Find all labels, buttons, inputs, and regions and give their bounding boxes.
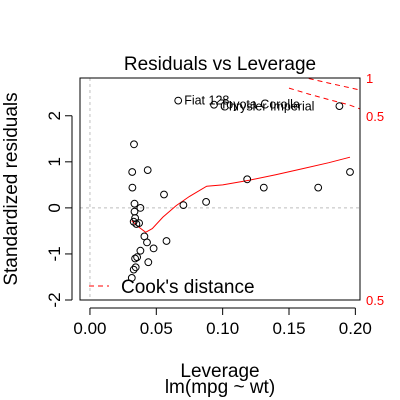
data-point	[143, 238, 151, 247]
y-tick-label: 2	[45, 111, 64, 120]
cooks-level-label: 0.5	[366, 293, 384, 308]
legend: Cook's distance	[89, 277, 255, 298]
data-point	[160, 190, 168, 199]
data-point	[202, 198, 211, 206]
x-axis: 0.00 0.05 0.10 0.15 0.20	[73, 307, 372, 338]
x-tick-label: 0.00	[73, 319, 106, 338]
data-point	[127, 274, 136, 282]
data-point	[130, 199, 139, 208]
x-tick-label: 0.05	[140, 319, 173, 338]
data-point	[210, 100, 218, 109]
y-tick-label: -2	[45, 292, 64, 307]
y-axis-title: Standardized residuals	[1, 92, 22, 285]
y-axis: -2 -1 0 1 2	[45, 111, 73, 308]
data-point	[335, 102, 344, 110]
x-tick-label: 0.15	[272, 319, 305, 338]
point-label: Toyota Corolla	[220, 98, 300, 112]
plot-frame	[79, 77, 361, 301]
model-formula: lm(mpg ~ wt)	[165, 377, 275, 398]
point-label: Fiat 128	[184, 94, 229, 108]
smooth-line-group	[131, 156, 351, 233]
legend-label: Cook's distance	[121, 277, 255, 298]
x-tick-label: 0.10	[206, 319, 239, 338]
data-point	[144, 258, 153, 267]
data-point	[129, 217, 138, 226]
data-point	[243, 175, 252, 184]
data-point	[128, 183, 137, 192]
cooks-level-labels: 1 0.5 0.5	[366, 71, 384, 308]
data-points	[127, 96, 354, 282]
data-point	[131, 263, 140, 272]
data-point	[133, 253, 142, 262]
data-point	[143, 166, 152, 175]
x-axis-title: Leverage	[180, 361, 259, 382]
data-point	[131, 254, 140, 263]
data-point	[259, 183, 268, 192]
y-tick-label: 1	[45, 157, 64, 166]
cooks-level-label: 0.5	[366, 109, 384, 124]
cooks-distance-curves	[288, 78, 360, 110]
data-point	[128, 168, 137, 176]
y-tick-label: 0	[45, 203, 64, 212]
point-label: Chrysler Imperial	[220, 100, 314, 114]
data-point	[174, 96, 183, 105]
data-point	[149, 244, 158, 253]
cooks-level-label: 1	[366, 71, 373, 86]
cooks-distance-05-curve	[288, 87, 360, 110]
cooks-distance-1-curve	[304, 78, 360, 91]
data-point	[135, 219, 144, 228]
data-point	[130, 140, 138, 149]
y-tick-label: -1	[45, 246, 64, 261]
chart-title: Residuals vs Leverage	[124, 54, 316, 75]
data-point	[131, 214, 140, 222]
data-point	[129, 265, 138, 274]
data-point	[162, 237, 171, 245]
data-point	[346, 168, 354, 176]
smooth-line	[131, 156, 351, 233]
x-tick-label: 0.20	[339, 319, 372, 338]
data-point	[314, 183, 323, 192]
reference-lines	[80, 78, 360, 300]
data-point	[179, 201, 188, 210]
data-point	[136, 204, 145, 212]
data-point	[136, 246, 145, 255]
